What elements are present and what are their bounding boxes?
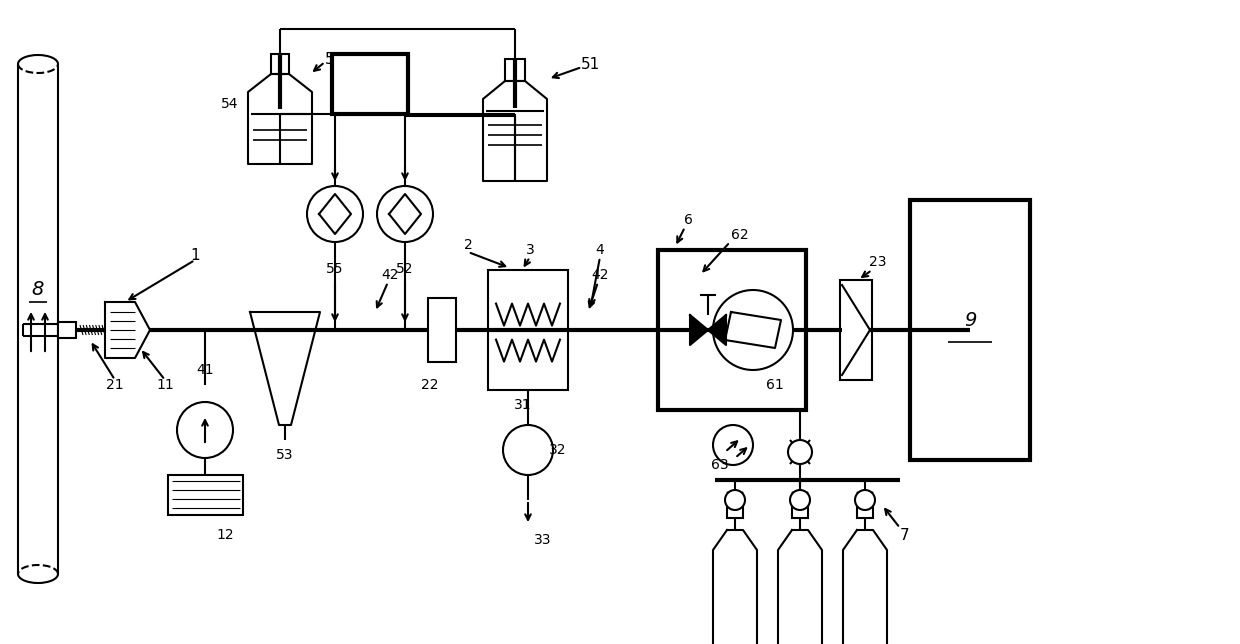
Polygon shape (319, 194, 351, 234)
Polygon shape (248, 74, 312, 164)
Text: 32: 32 (549, 443, 567, 457)
Circle shape (177, 402, 233, 458)
Text: 63: 63 (712, 458, 729, 472)
Polygon shape (105, 302, 150, 358)
Bar (167, 475, 243, 515)
Text: 41: 41 (196, 363, 213, 377)
Bar (658, 250, 806, 410)
Polygon shape (777, 530, 822, 644)
Text: 2: 2 (464, 238, 472, 252)
Polygon shape (708, 315, 725, 345)
Polygon shape (725, 312, 781, 348)
Text: 51: 51 (580, 57, 600, 71)
Circle shape (725, 490, 745, 510)
Bar (910, 200, 1030, 460)
Text: 5: 5 (325, 52, 335, 66)
Text: 53: 53 (277, 448, 294, 462)
Circle shape (503, 425, 553, 475)
Text: 11: 11 (156, 378, 174, 392)
Text: 23: 23 (869, 255, 887, 269)
Text: 9: 9 (963, 310, 976, 330)
Bar (489, 270, 568, 390)
Polygon shape (250, 312, 320, 425)
Text: 12: 12 (216, 528, 234, 542)
Text: 42: 42 (591, 268, 609, 282)
Polygon shape (843, 530, 887, 644)
Circle shape (787, 440, 812, 464)
Text: 3: 3 (526, 243, 534, 257)
Bar (839, 280, 872, 380)
Bar (857, 504, 873, 518)
Text: 52: 52 (397, 262, 414, 276)
Text: 22: 22 (422, 378, 439, 392)
Polygon shape (389, 194, 422, 234)
Circle shape (856, 490, 875, 510)
Text: 6: 6 (683, 213, 692, 227)
Text: 55: 55 (326, 262, 343, 276)
Bar (792, 504, 808, 518)
Circle shape (790, 490, 810, 510)
Text: 1: 1 (190, 247, 200, 263)
Bar (272, 54, 289, 74)
Bar (727, 504, 743, 518)
Text: 7: 7 (900, 527, 910, 542)
Polygon shape (842, 285, 870, 375)
Polygon shape (713, 530, 756, 644)
Bar (428, 298, 456, 362)
Polygon shape (689, 315, 708, 345)
Bar (332, 54, 408, 114)
Text: 42: 42 (381, 268, 399, 282)
Text: 61: 61 (766, 378, 784, 392)
Circle shape (713, 425, 753, 465)
Bar (58, 322, 76, 338)
Circle shape (377, 186, 433, 242)
Text: 21: 21 (107, 378, 124, 392)
Polygon shape (484, 81, 547, 181)
Text: 31: 31 (515, 398, 532, 412)
Circle shape (308, 186, 363, 242)
Text: 54: 54 (221, 97, 239, 111)
Circle shape (713, 290, 794, 370)
Bar (505, 59, 525, 81)
Text: 62: 62 (732, 228, 749, 242)
Text: 4: 4 (595, 243, 604, 257)
Text: 8: 8 (32, 279, 45, 299)
Text: 33: 33 (534, 533, 552, 547)
